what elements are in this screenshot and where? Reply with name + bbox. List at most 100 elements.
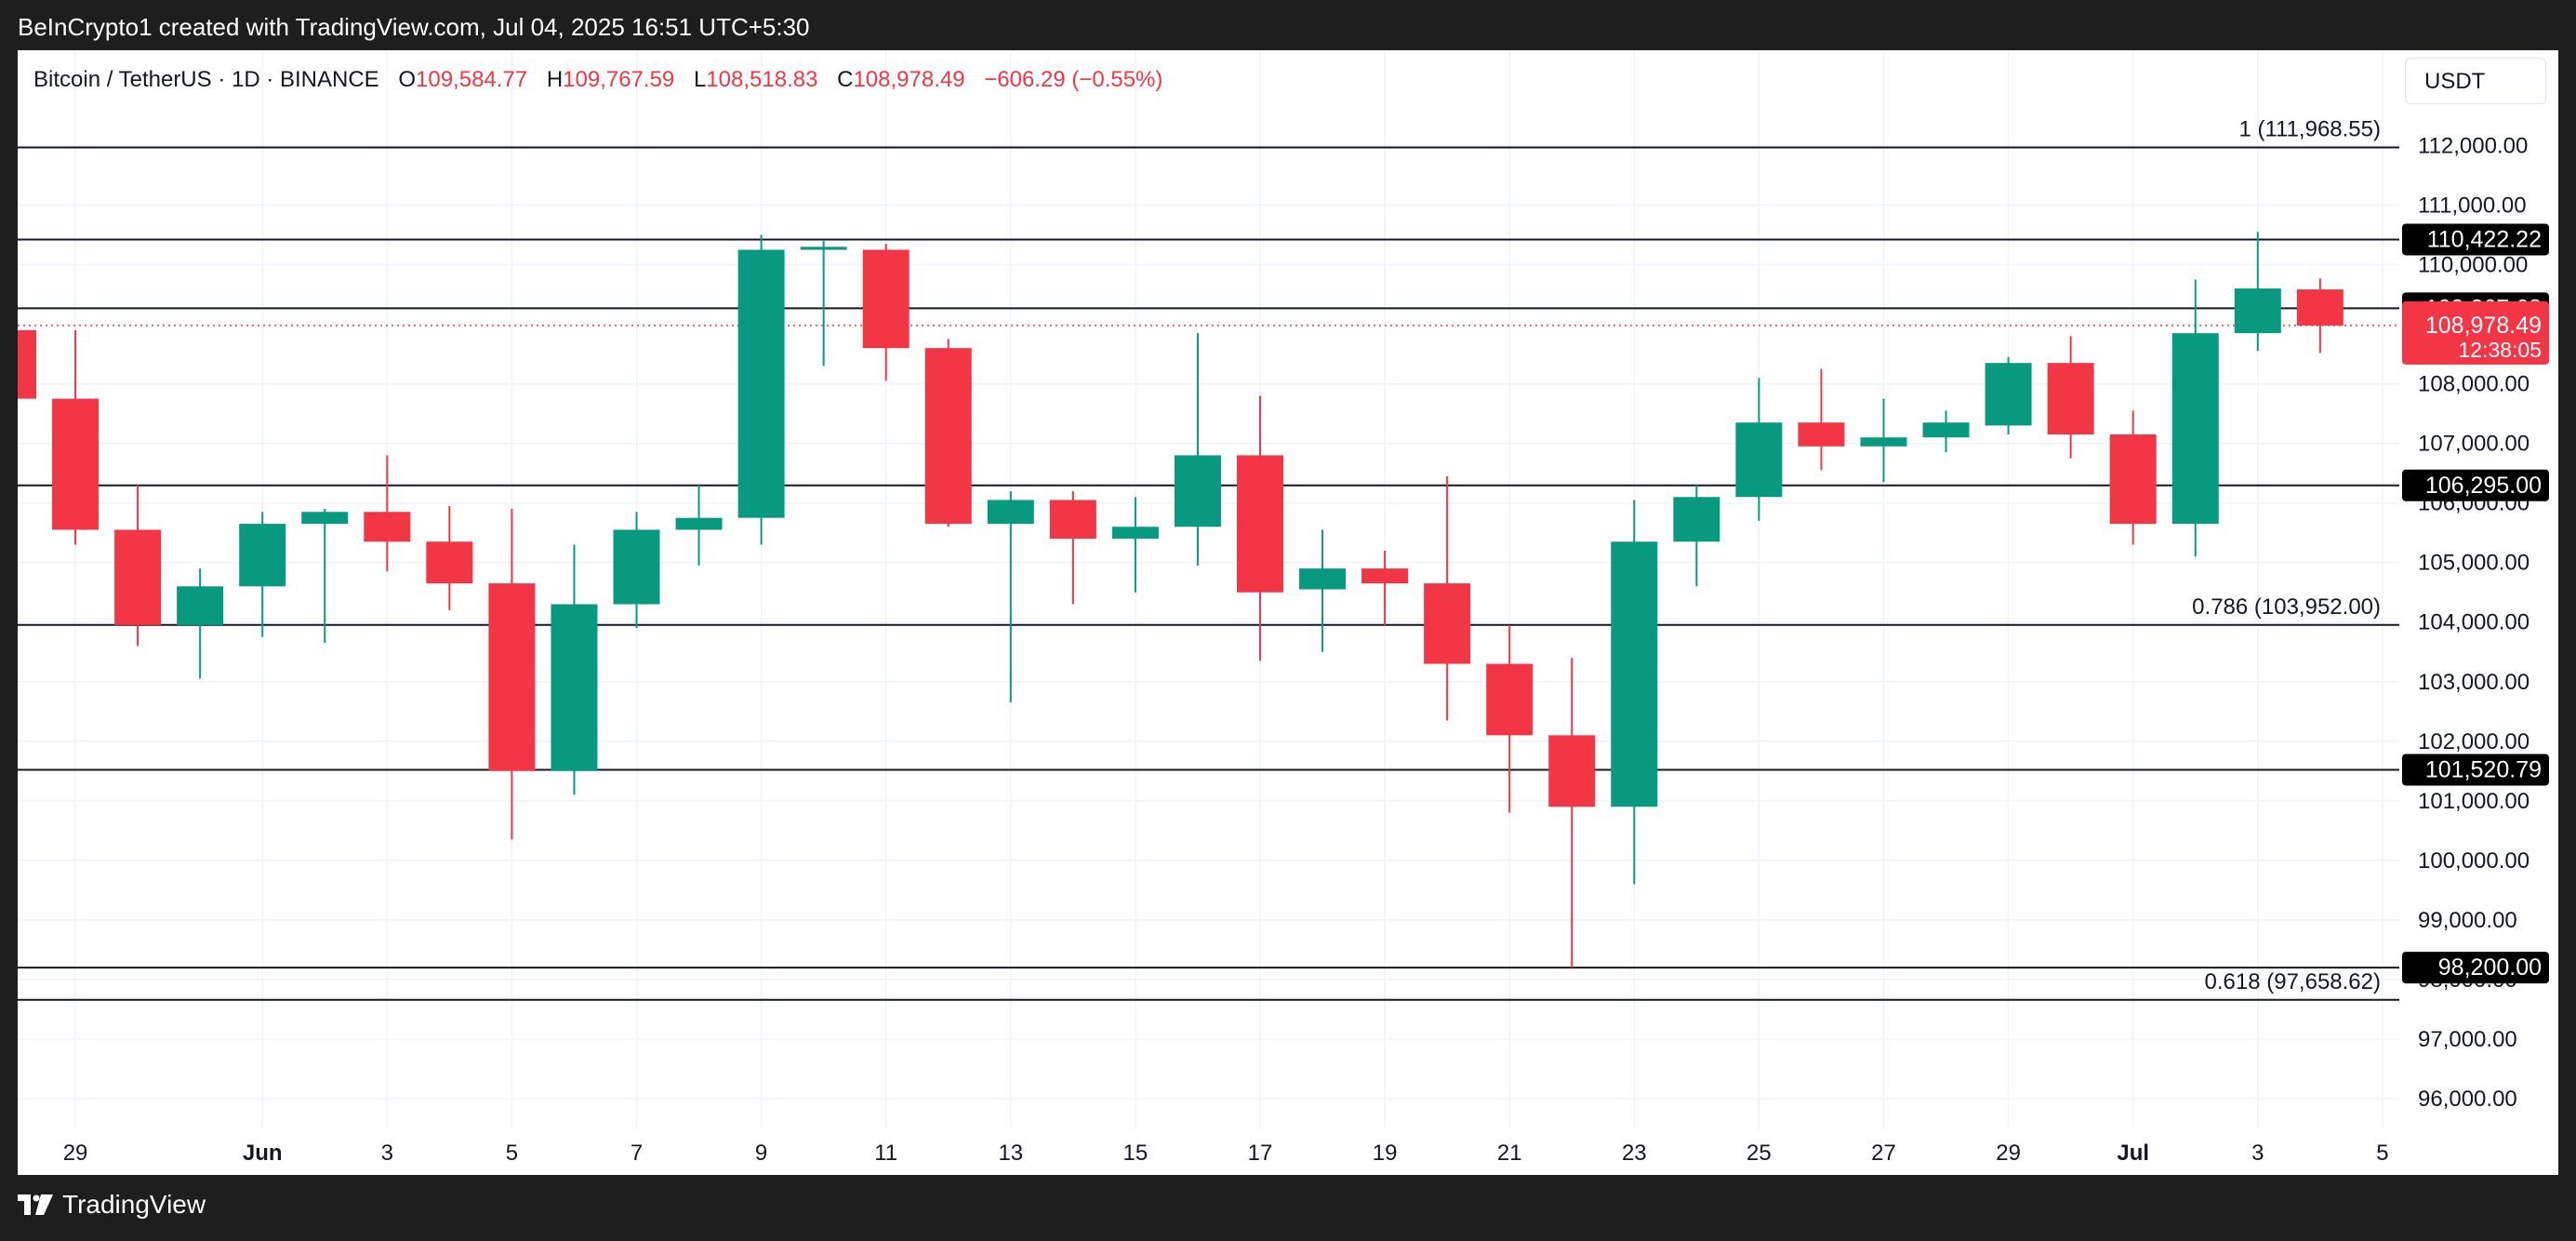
candle (2171, 279, 2219, 557)
x-tick-label: 29 (63, 1141, 88, 1166)
high-label: H (546, 67, 564, 92)
price-tag: 106,295.00 (2402, 469, 2549, 501)
candle (987, 490, 1034, 703)
candle-body (1735, 422, 1783, 498)
fib-level-label: 0.618 (97,658.62) (2205, 969, 2381, 994)
candle-body (1673, 497, 1720, 542)
candle (1673, 485, 1720, 587)
y-tick-label: 105,000.00 (2418, 551, 2530, 576)
candle (551, 544, 598, 795)
y-tick-label: 110,000.00 (2418, 253, 2528, 278)
candle (737, 234, 785, 545)
candle (1237, 395, 1283, 661)
x-tick-label: 11 (874, 1141, 897, 1166)
candle-body (1985, 363, 2032, 426)
candle-body (737, 249, 785, 518)
currency-label: USDT (2424, 69, 2486, 94)
candle (1798, 368, 1845, 471)
candle (364, 455, 411, 572)
candle (2047, 336, 2094, 459)
price-tag-bg (2402, 469, 2549, 501)
x-tick-label: 15 (1123, 1141, 1149, 1166)
x-tick-label: 29 (1996, 1141, 2021, 1166)
price-tag: 101,520.79 (2402, 754, 2549, 786)
candle (488, 509, 536, 840)
candle (1299, 529, 1347, 652)
candle-body (1860, 437, 1907, 447)
candle (1860, 398, 1907, 483)
x-tick-label: Jul (2117, 1141, 2149, 1166)
tradingview-logo[interactable]: TradingView (18, 1190, 206, 1220)
candle-body (301, 512, 349, 525)
candle-body (924, 348, 972, 525)
candle-body (613, 529, 660, 605)
symbol-name[interactable]: Bitcoin / TetherUS · 1D · BINANCE (33, 67, 379, 92)
y-tick-label: 100,000.00 (2418, 848, 2530, 874)
high-value: 109,767.59 (563, 67, 675, 92)
x-tick-label: 27 (1871, 1141, 1896, 1166)
low-label: L (693, 67, 707, 92)
candle (52, 329, 100, 545)
y-tick-label: 101,000.00 (2418, 789, 2530, 814)
plot-area (18, 50, 2399, 1128)
price-tag-bg (2402, 952, 2549, 984)
candle (1611, 500, 1658, 885)
candle (301, 509, 349, 644)
low-value: 108,518.83 (706, 67, 818, 92)
candle-body (114, 529, 162, 625)
last-price-tag-bg (2402, 300, 2549, 365)
candle (1174, 333, 1221, 566)
fib-level-label: 0.786 (103,952.00) (2192, 594, 2381, 620)
candle-body (987, 500, 1034, 525)
fib-level-label: 1 (111,968.55) (2238, 116, 2381, 141)
y-tick-label: 112,000.00 (2418, 133, 2528, 158)
candle-body (1611, 541, 1658, 807)
x-tick-label: 13 (998, 1141, 1023, 1166)
open-label: O (398, 67, 417, 92)
candle-body (426, 541, 473, 584)
candle-body (488, 583, 536, 771)
x-tick-label: 21 (1497, 1141, 1522, 1166)
currency-button[interactable]: USDT (2405, 58, 2546, 104)
x-tick-label: 25 (1746, 1141, 1772, 1166)
candle (862, 244, 910, 381)
price-tag-bg (2402, 754, 2549, 786)
x-tick-label: 3 (381, 1141, 393, 1166)
candle (2109, 410, 2157, 545)
candle-body (1361, 568, 1409, 584)
y-tick-label: 97,000.00 (2418, 1027, 2517, 1052)
candle (1922, 410, 1970, 453)
candle (1548, 658, 1596, 968)
candle (426, 505, 473, 610)
candle-body (1922, 422, 1970, 438)
close-label: C (837, 67, 854, 92)
tradingview-logo-icon (18, 1194, 53, 1215)
candle (1111, 497, 1159, 593)
candle (613, 512, 660, 629)
candle-body (800, 247, 847, 250)
x-tick-label: 5 (2376, 1141, 2388, 1166)
x-tick-label: 23 (1622, 1141, 1647, 1166)
candle-body (1299, 568, 1347, 590)
candle-body (551, 604, 598, 771)
candle (177, 568, 224, 679)
chart-frame[interactable] (18, 50, 2558, 1175)
candle (1424, 475, 1471, 721)
credit-text: BeInCrypto1 created with TradingView.com… (18, 13, 810, 41)
change-value: −606.29 (−0.55%) (984, 67, 1163, 92)
x-tick-label: 17 (1248, 1141, 1273, 1166)
candle-body (239, 524, 286, 587)
price-tag: 110,422.22 (2402, 223, 2549, 256)
price-tag-bg (2402, 223, 2549, 256)
y-tick-label: 103,000.00 (2418, 670, 2530, 695)
price-tag-text: 106,295.00 (2425, 473, 2542, 499)
candle-body (2109, 434, 2157, 525)
candle-body (1049, 500, 1096, 540)
candle (1049, 490, 1096, 605)
candle-body (2171, 333, 2219, 525)
x-tick-label: Jun (243, 1141, 283, 1166)
symbol-legend: Bitcoin / TetherUS · 1D · BINANCE O109,5… (33, 67, 1162, 93)
y-tick-label: 102,000.00 (2418, 729, 2530, 754)
